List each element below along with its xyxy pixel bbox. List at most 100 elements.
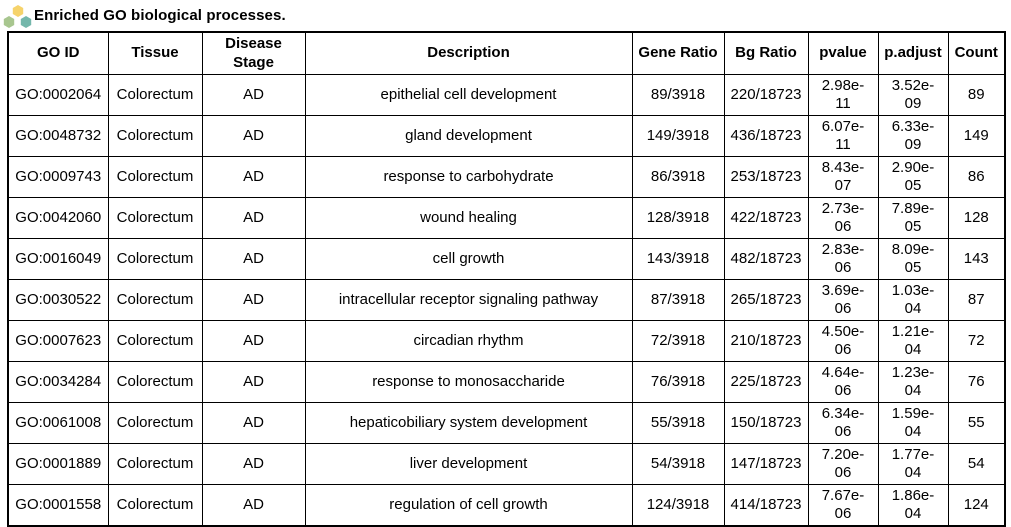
- cell-gene-ratio: 76/3918: [631, 361, 725, 403]
- cell-gene-ratio: 124/3918: [631, 484, 725, 527]
- cell-tissue: Colorectum: [107, 74, 203, 116]
- cell-count: 89: [947, 74, 1006, 116]
- cell-p-adjust: 7.89e- 05: [877, 197, 949, 239]
- cell-tissue: Colorectum: [107, 279, 203, 321]
- cell-p-adjust: 1.03e- 04: [877, 279, 949, 321]
- cell-pvalue: 2.98e- 11: [807, 74, 879, 116]
- column-header-count: Count: [947, 31, 1006, 75]
- cell-gene-ratio: 54/3918: [631, 443, 725, 485]
- cell-stage: AD: [201, 238, 306, 280]
- cell-bg-ratio: 147/18723: [723, 443, 809, 485]
- cell-description: intracellular receptor signaling pathway: [304, 279, 633, 321]
- cell-pvalue: 4.50e- 06: [807, 320, 879, 362]
- cell-bg-ratio: 253/18723: [723, 156, 809, 198]
- cell-count: 87: [947, 279, 1006, 321]
- column-header-disease-stage: Disease Stage: [201, 31, 306, 75]
- cell-p-adjust: 3.52e- 09: [877, 74, 949, 116]
- cell-p-adjust: 6.33e- 09: [877, 115, 949, 157]
- column-header-bg-ratio: Bg Ratio: [723, 31, 809, 75]
- cell-bg-ratio: 422/18723: [723, 197, 809, 239]
- cell-gene-ratio: 149/3918: [631, 115, 725, 157]
- cell-stage: AD: [201, 484, 306, 527]
- cell-go-id: GO:0001558: [7, 484, 109, 527]
- cell-tissue: Colorectum: [107, 320, 203, 362]
- cell-count: 55: [947, 402, 1006, 444]
- cell-go-id: GO:0016049: [7, 238, 109, 280]
- cell-gene-ratio: 128/3918: [631, 197, 725, 239]
- cell-go-id: GO:0048732: [7, 115, 109, 157]
- cell-stage: AD: [201, 279, 306, 321]
- cell-go-id: GO:0001889: [7, 443, 109, 485]
- table-row: GO:0007623 Colorectum AD circadian rhythm 72…: [7, 320, 1006, 362]
- cell-go-id: GO:0007623: [7, 320, 109, 362]
- table-row: GO:0048732 Colorectum AD gland development 1…: [7, 115, 1006, 157]
- column-header-gene-ratio: Gene Ratio: [631, 31, 725, 75]
- cell-go-id: GO:0034284: [7, 361, 109, 403]
- cell-bg-ratio: 150/18723: [723, 402, 809, 444]
- table-row: GO:0001889 Colorectum AD liver development 5…: [7, 443, 1006, 485]
- cell-gene-ratio: 89/3918: [631, 74, 725, 116]
- cell-count: 124: [947, 484, 1006, 527]
- cell-description: wound healing: [304, 197, 633, 239]
- caption-text: Enriched GO biological processes.: [34, 7, 286, 24]
- table-row: GO:0030522 Colorectum AD intracellular rece…: [7, 279, 1006, 321]
- cell-pvalue: 4.64e- 06: [807, 361, 879, 403]
- cell-bg-ratio: 436/18723: [723, 115, 809, 157]
- cell-stage: AD: [201, 320, 306, 362]
- table-caption: Enriched GO biological processes.: [0, 0, 1011, 31]
- cell-go-id: GO:0042060: [7, 197, 109, 239]
- cell-description: cell growth: [304, 238, 633, 280]
- table-header-row: GO ID Tissue Disease Stage Description G…: [7, 31, 1006, 75]
- go-enrichment-table: GO ID Tissue Disease Stage Description G…: [7, 31, 1006, 527]
- cell-pvalue: 8.43e- 07: [807, 156, 879, 198]
- cell-p-adjust: 2.90e- 05: [877, 156, 949, 198]
- cell-gene-ratio: 55/3918: [631, 402, 725, 444]
- cell-tissue: Colorectum: [107, 156, 203, 198]
- cell-bg-ratio: 225/18723: [723, 361, 809, 403]
- cell-count: 86: [947, 156, 1006, 198]
- cell-p-adjust: 1.21e- 04: [877, 320, 949, 362]
- cell-count: 72: [947, 320, 1006, 362]
- cell-bg-ratio: 210/18723: [723, 320, 809, 362]
- table-row: GO:0001558 Colorectum AD regulation of cell…: [7, 484, 1006, 527]
- cell-tissue: Colorectum: [107, 115, 203, 157]
- cell-stage: AD: [201, 402, 306, 444]
- cell-go-id: GO:0002064: [7, 74, 109, 116]
- cell-stage: AD: [201, 74, 306, 116]
- cell-tissue: Colorectum: [107, 361, 203, 403]
- cell-p-adjust: 1.77e- 04: [877, 443, 949, 485]
- cell-description: liver development: [304, 443, 633, 485]
- cell-pvalue: 7.67e- 06: [807, 484, 879, 527]
- cell-description: hepaticobiliary system development: [304, 402, 633, 444]
- cell-gene-ratio: 86/3918: [631, 156, 725, 198]
- cell-bg-ratio: 265/18723: [723, 279, 809, 321]
- table-row: GO:0042060 Colorectum AD wound healing 128/3…: [7, 197, 1006, 239]
- cell-pvalue: 6.07e- 11: [807, 115, 879, 157]
- hexagon-cluster-logo-icon: [3, 4, 32, 28]
- cell-pvalue: 3.69e- 06: [807, 279, 879, 321]
- cell-description: gland development: [304, 115, 633, 157]
- cell-tissue: Colorectum: [107, 484, 203, 527]
- cell-pvalue: 2.73e- 06: [807, 197, 879, 239]
- cell-stage: AD: [201, 115, 306, 157]
- cell-count: 54: [947, 443, 1006, 485]
- cell-go-id: GO:0009743: [7, 156, 109, 198]
- cell-p-adjust: 1.86e- 04: [877, 484, 949, 527]
- cell-gene-ratio: 143/3918: [631, 238, 725, 280]
- cell-bg-ratio: 220/18723: [723, 74, 809, 116]
- cell-tissue: Colorectum: [107, 197, 203, 239]
- cell-gene-ratio: 87/3918: [631, 279, 725, 321]
- column-header-go-id: GO ID: [7, 31, 109, 75]
- table-row: GO:0061008 Colorectum AD hepaticobiliary sy…: [7, 402, 1006, 444]
- cell-go-id: GO:0030522: [7, 279, 109, 321]
- cell-count: 76: [947, 361, 1006, 403]
- cell-go-id: GO:0061008: [7, 402, 109, 444]
- table-row: GO:0002064 Colorectum AD epithelial cell de…: [7, 74, 1006, 116]
- column-header-tissue: Tissue: [107, 31, 203, 75]
- column-header-pvalue: pvalue: [807, 31, 879, 75]
- table-row: GO:0016049 Colorectum AD cell growth 143/391…: [7, 238, 1006, 280]
- column-header-description: Description: [304, 31, 633, 75]
- cell-p-adjust: 8.09e- 05: [877, 238, 949, 280]
- cell-stage: AD: [201, 443, 306, 485]
